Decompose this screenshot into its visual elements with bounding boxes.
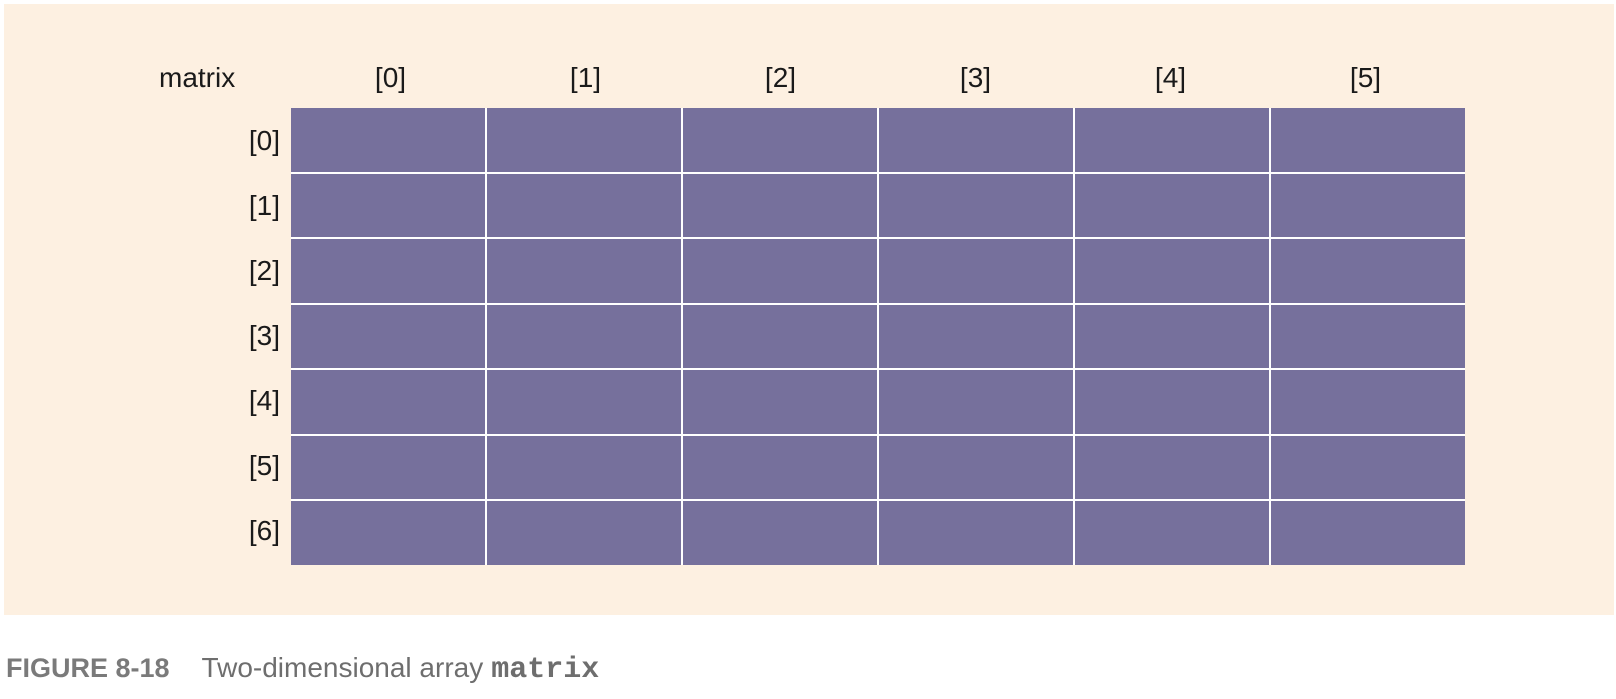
array-cell — [1075, 239, 1269, 303]
array-cell — [1075, 304, 1269, 369]
array-cell — [291, 173, 485, 238]
row-index-1: [1] — [248, 190, 280, 221]
column-index-5: [5] — [1349, 62, 1382, 93]
array-cell — [683, 501, 877, 565]
array-cell — [487, 435, 681, 500]
array-cell — [1075, 370, 1269, 434]
array-cell — [291, 435, 485, 500]
row-index-3: [3] — [248, 320, 280, 351]
array-cell — [879, 108, 1073, 172]
array-cell — [879, 501, 1073, 565]
array-cell — [683, 435, 877, 500]
array-cell — [291, 304, 485, 369]
array-cell — [879, 304, 1073, 369]
array-cell — [1271, 435, 1465, 500]
array-cell — [683, 239, 877, 303]
array-cell — [1075, 501, 1269, 565]
column-index-3: [3] — [959, 62, 992, 93]
array-cell — [1075, 435, 1269, 500]
array-cell — [487, 304, 681, 369]
array-grid — [291, 108, 1465, 565]
array-cell — [879, 239, 1073, 303]
row-index-2: [2] — [248, 255, 280, 286]
array-cell — [683, 370, 877, 434]
array-cell — [1271, 501, 1465, 565]
column-index-4: [4] — [1154, 62, 1187, 93]
caption-code: matrix — [491, 653, 600, 687]
array-cell — [1271, 108, 1465, 172]
row-index-4: [4] — [248, 385, 280, 416]
array-cell — [1271, 304, 1465, 369]
row-index-headers: [0] [1] [2] [3] [4] [5] [6] — [204, 108, 280, 563]
array-cell — [291, 108, 485, 172]
column-index-0: [0] — [374, 62, 407, 93]
array-cell — [487, 370, 681, 434]
column-index-1: [1] — [569, 62, 602, 93]
array-cell — [879, 370, 1073, 434]
figure-caption: FIGURE 8-18 Two-dimensional array matrix — [6, 652, 599, 692]
array-cell — [683, 108, 877, 172]
row-index-5: [5] — [248, 450, 280, 481]
array-cell — [1271, 370, 1465, 434]
array-cell — [1271, 173, 1465, 238]
array-cell — [683, 173, 877, 238]
array-cell — [1075, 173, 1269, 238]
array-name-label: matrix — [159, 62, 236, 93]
array-cell — [1271, 239, 1465, 303]
array-cell — [291, 239, 485, 303]
row-index-6: [6] — [248, 515, 280, 546]
figure-panel: matrix [0] [1] [2] [3] [4] [5] [0] [1] [… — [4, 4, 1614, 615]
array-cell — [1075, 108, 1269, 172]
array-cell — [487, 239, 681, 303]
row-index-0: [0] — [248, 125, 280, 156]
array-cell — [487, 108, 681, 172]
caption-text: Two-dimensional array — [201, 652, 484, 683]
caption-figure-number: FIGURE 8-18 — [6, 653, 170, 683]
array-cell — [291, 370, 485, 434]
column-index-2: [2] — [764, 62, 797, 93]
array-cell — [487, 173, 681, 238]
array-cell — [487, 501, 681, 565]
array-cell — [879, 173, 1073, 238]
array-cell — [683, 304, 877, 369]
array-cell — [879, 435, 1073, 500]
array-cell — [291, 501, 485, 565]
column-index-headers: [0] [1] [2] [3] [4] [5] — [293, 59, 1463, 97]
